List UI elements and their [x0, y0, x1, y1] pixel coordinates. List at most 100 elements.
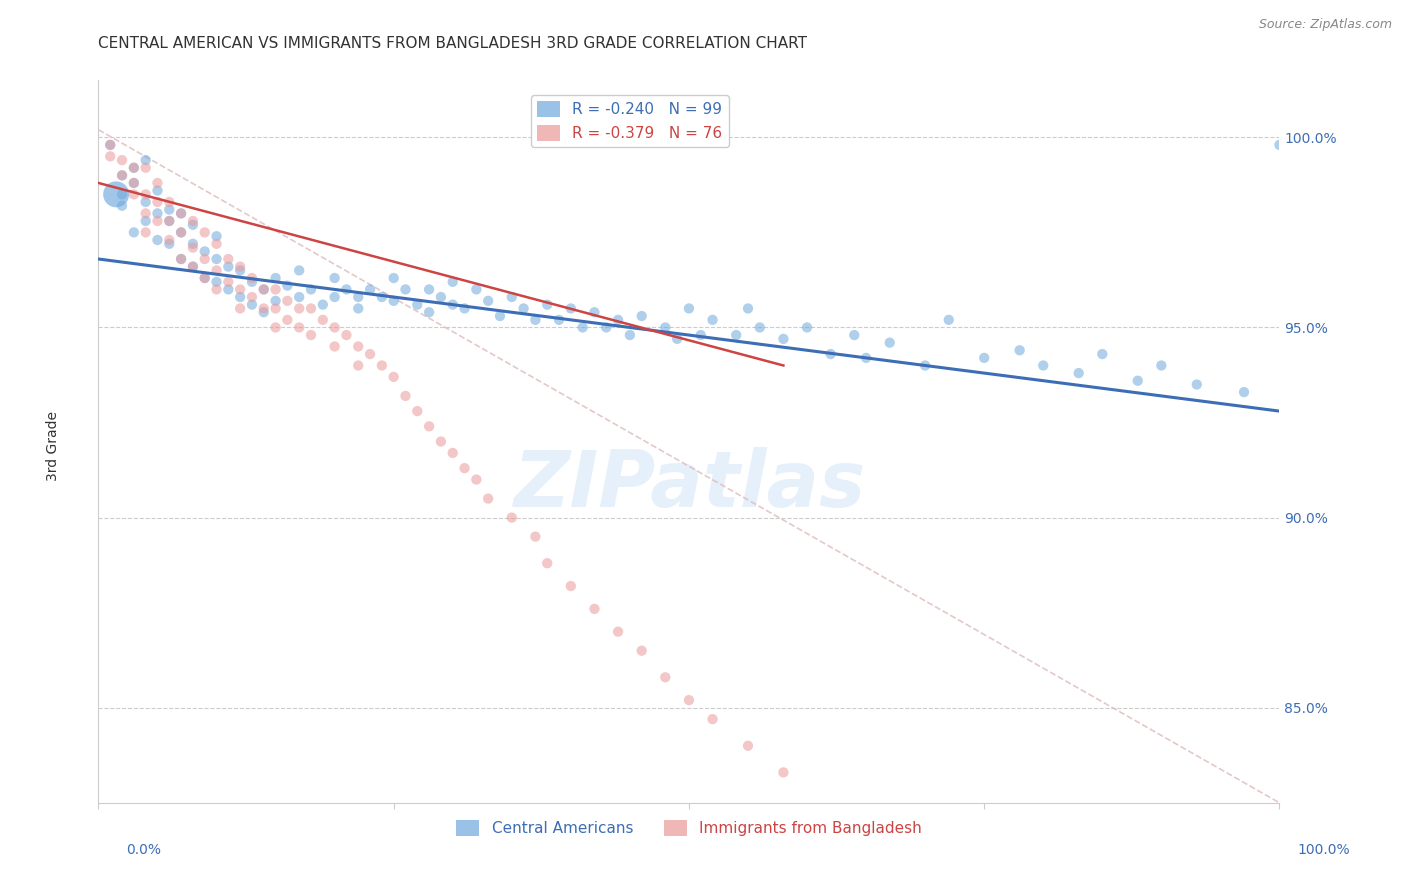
Point [323, 271, 346, 285]
Point [489, 309, 512, 323]
Point [418, 282, 440, 296]
Point [441, 446, 464, 460]
Point [157, 214, 180, 228]
Point [607, 313, 630, 327]
Point [844, 328, 866, 343]
Point [146, 184, 169, 198]
Point [359, 347, 381, 361]
Point [323, 290, 346, 304]
Point [323, 339, 346, 353]
Point [288, 263, 311, 277]
Point [382, 271, 405, 285]
Text: Source: ZipAtlas.com: Source: ZipAtlas.com [1258, 18, 1392, 31]
Point [524, 313, 547, 327]
Point [122, 226, 145, 240]
Point [607, 624, 630, 639]
Point [146, 233, 169, 247]
Point [441, 298, 464, 312]
Point [678, 301, 700, 316]
Point [181, 218, 204, 232]
Point [855, 351, 877, 365]
Point [240, 290, 263, 304]
Point [181, 260, 204, 274]
Point [571, 320, 593, 334]
Point [1067, 366, 1090, 380]
Point [111, 187, 134, 202]
Point [347, 359, 370, 373]
Point [122, 176, 145, 190]
Point [288, 320, 311, 334]
Point [205, 236, 228, 251]
Point [501, 290, 523, 304]
Point [98, 137, 121, 152]
Point [194, 271, 217, 285]
Point [229, 290, 252, 304]
Point [170, 252, 193, 266]
Point [170, 226, 193, 240]
Point [406, 298, 429, 312]
Point [430, 290, 453, 304]
Point [477, 491, 499, 506]
Point [264, 301, 287, 316]
Point [359, 282, 381, 296]
Point [371, 359, 394, 373]
Point [122, 176, 145, 190]
Point [240, 275, 263, 289]
Point [194, 226, 217, 240]
Point [702, 313, 724, 327]
Point [536, 298, 558, 312]
Point [170, 206, 193, 220]
Point [312, 313, 335, 327]
Point [347, 290, 370, 304]
Point [135, 206, 157, 220]
Point [157, 236, 180, 251]
Point [181, 260, 204, 274]
Point [583, 602, 606, 616]
Point [253, 282, 276, 296]
Point [465, 473, 488, 487]
Point [1091, 347, 1114, 361]
Point [725, 328, 748, 343]
Point [501, 510, 523, 524]
Point [536, 556, 558, 570]
Text: ZIPatlas: ZIPatlas [513, 447, 865, 523]
Point [299, 282, 322, 296]
Point [654, 670, 676, 684]
Point [146, 214, 169, 228]
Point [135, 226, 157, 240]
Point [288, 290, 311, 304]
Point [335, 282, 357, 296]
Point [406, 404, 429, 418]
Point [477, 293, 499, 308]
Point [1032, 359, 1054, 373]
Point [654, 320, 676, 334]
Point [157, 194, 180, 209]
Point [1268, 137, 1291, 152]
Point [619, 328, 641, 343]
Point [146, 194, 169, 209]
Point [229, 282, 252, 296]
Point [441, 275, 464, 289]
Point [217, 260, 239, 274]
Point [1150, 359, 1173, 373]
Point [453, 461, 475, 475]
Point [217, 282, 239, 296]
Point [253, 305, 276, 319]
Point [702, 712, 724, 726]
Point [299, 301, 322, 316]
Point [217, 275, 239, 289]
Point [205, 263, 228, 277]
Point [1185, 377, 1208, 392]
Point [205, 229, 228, 244]
Point [111, 153, 134, 168]
Point [135, 214, 157, 228]
Point [253, 282, 276, 296]
Point [276, 278, 298, 293]
Point [382, 293, 405, 308]
Point [560, 301, 582, 316]
Point [264, 271, 287, 285]
Point [229, 301, 252, 316]
Point [796, 320, 818, 334]
Point [465, 282, 488, 296]
Point [253, 301, 276, 316]
